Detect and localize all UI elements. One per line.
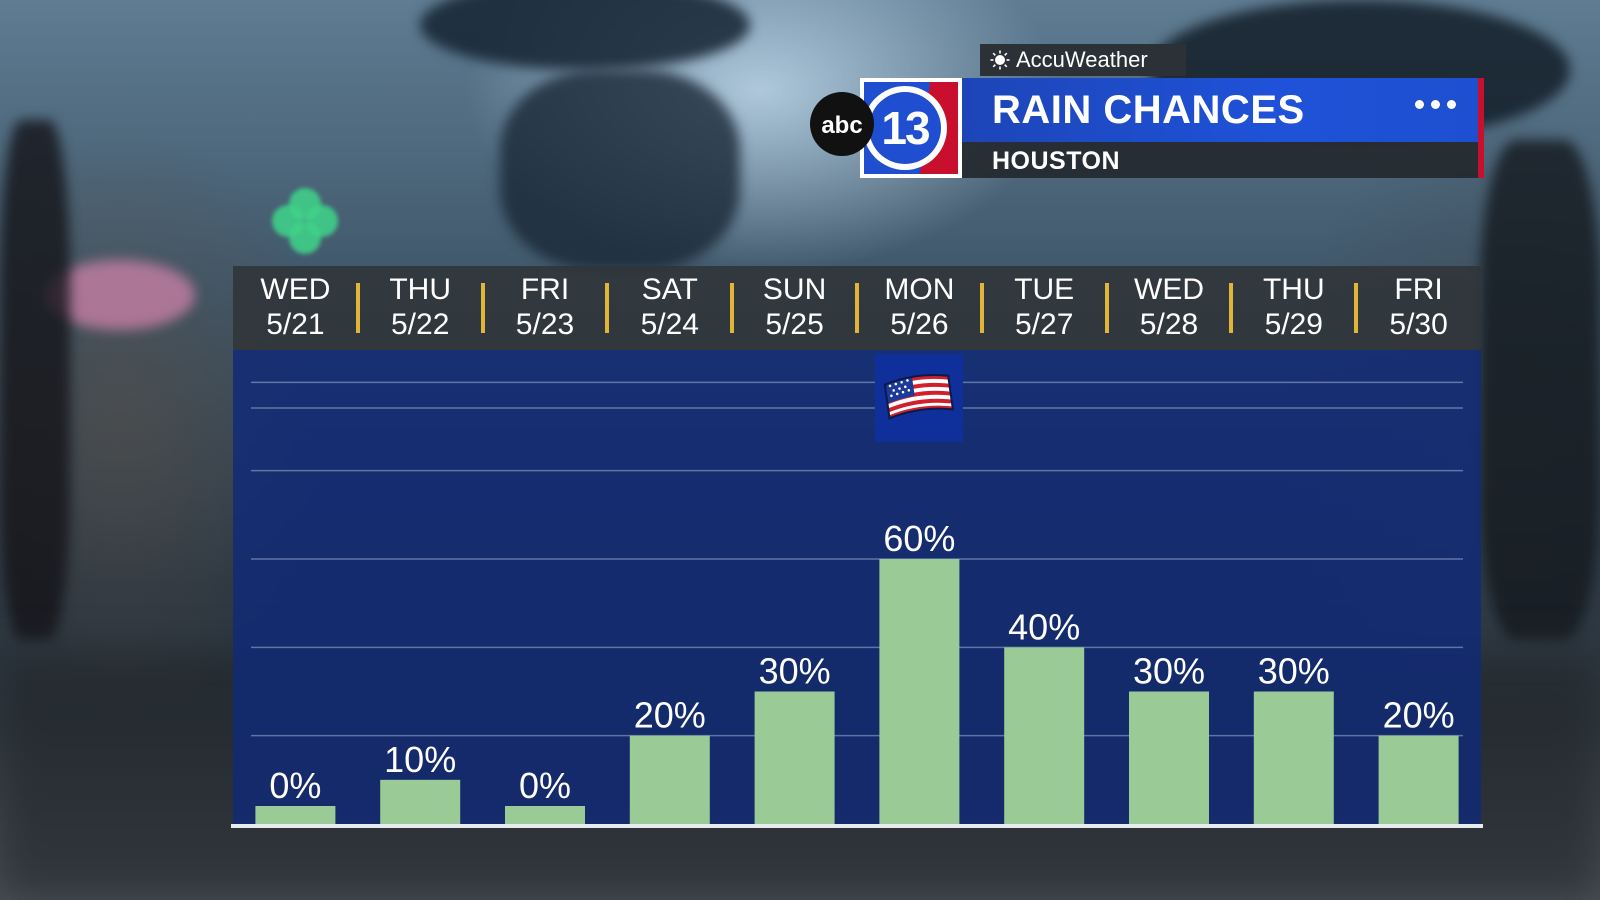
bar-value-label: 40% bbox=[1008, 606, 1080, 647]
weekday-label: FRI bbox=[520, 273, 570, 306]
abc13-logo: 13 abc bbox=[810, 78, 962, 178]
day-label: SAT 5/24 bbox=[615, 272, 725, 342]
day-separator bbox=[855, 283, 859, 333]
bar bbox=[1004, 647, 1085, 824]
background-person bbox=[1480, 140, 1600, 640]
bar-value-label: 0% bbox=[269, 765, 321, 806]
weekday-label: SUN bbox=[762, 273, 827, 306]
day-label: THU 5/22 bbox=[365, 272, 475, 342]
american-flag-icon bbox=[884, 373, 955, 420]
location-label: HOUSTON bbox=[992, 147, 1121, 175]
holiday-marker bbox=[875, 354, 964, 442]
brand-label: AccuWeather bbox=[1016, 47, 1148, 72]
day-header-row: WED 5/21 THU 5/22 FRI 5/23 SAT 5/24 SUN 5/25 MON 5/… bbox=[233, 266, 1481, 350]
weekday-label: MON bbox=[884, 273, 955, 306]
bar bbox=[629, 735, 710, 824]
weekday-label: FRI bbox=[1394, 273, 1443, 306]
date-label: 5/22 bbox=[390, 308, 450, 341]
date-label: 5/28 bbox=[1139, 308, 1199, 341]
sun-icon bbox=[990, 50, 1010, 70]
day-separator bbox=[1104, 283, 1109, 333]
more-dots-icon bbox=[1415, 100, 1456, 109]
bar-value-label: 30% bbox=[1258, 651, 1330, 692]
day-separator bbox=[355, 283, 360, 333]
bar bbox=[255, 806, 336, 824]
svg-text:13: 13 bbox=[881, 102, 929, 154]
bar-value-label: 10% bbox=[384, 739, 456, 780]
background-pink-umbrella bbox=[45, 260, 195, 330]
weekday-label: TUE bbox=[1014, 273, 1075, 306]
bar bbox=[1129, 691, 1209, 824]
weekday-label: WED bbox=[1134, 273, 1204, 306]
day-separator bbox=[1354, 283, 1359, 333]
weekday-label: THU bbox=[1262, 273, 1325, 306]
svg-text:abc: abc bbox=[821, 112, 862, 139]
date-label: 5/30 bbox=[1389, 308, 1448, 341]
date-label: 5/27 bbox=[1014, 308, 1074, 341]
day-separator bbox=[605, 283, 610, 333]
bar bbox=[1378, 735, 1459, 824]
day-separator bbox=[979, 283, 984, 333]
accent-stripe bbox=[1478, 78, 1484, 178]
bar bbox=[1253, 691, 1334, 824]
day-label: FRI 5/23 bbox=[490, 272, 600, 342]
day-separator bbox=[1229, 283, 1234, 333]
date-label: 5/23 bbox=[515, 308, 575, 341]
day-label: TUE 5/27 bbox=[989, 272, 1099, 342]
bar-value-label: 20% bbox=[634, 695, 706, 736]
background-person bbox=[500, 70, 740, 270]
weekday-label: WED bbox=[260, 273, 331, 306]
background-person bbox=[0, 120, 70, 640]
day-separator bbox=[480, 283, 485, 333]
subtitle-bar: HOUSTON bbox=[962, 142, 1482, 178]
chart-title: RAIN CHANCES bbox=[992, 88, 1305, 132]
background-umbrella bbox=[420, 0, 750, 70]
title-bar: RAIN CHANCES bbox=[962, 78, 1482, 142]
date-label: 5/29 bbox=[1264, 308, 1323, 341]
bar bbox=[380, 779, 461, 824]
day-label: WED 5/21 bbox=[240, 272, 350, 342]
weekday-label: THU bbox=[389, 273, 452, 306]
day-label: WED 5/28 bbox=[1114, 272, 1224, 342]
bar-value-label: 0% bbox=[519, 765, 571, 806]
day-label: FRI 5/30 bbox=[1364, 272, 1474, 342]
date-label: 5/26 bbox=[890, 308, 949, 341]
day-separator bbox=[730, 283, 735, 333]
bar bbox=[505, 806, 585, 824]
day-label: MON 5/26 bbox=[864, 272, 974, 342]
date-label: 5/24 bbox=[640, 308, 699, 341]
weekday-label: SAT bbox=[641, 273, 698, 306]
date-label: 5/25 bbox=[765, 308, 824, 341]
day-label: THU 5/29 bbox=[1239, 272, 1349, 342]
accuweather-badge: AccuWeather bbox=[980, 44, 1186, 76]
bar-value-label: 30% bbox=[1133, 651, 1205, 692]
day-label: SUN 5/25 bbox=[740, 272, 850, 342]
bar-value-label: 30% bbox=[759, 651, 831, 692]
bar-value-label: 20% bbox=[1383, 695, 1455, 736]
bar bbox=[879, 559, 960, 824]
bar bbox=[754, 691, 835, 824]
green-light-icon bbox=[272, 188, 338, 254]
date-label: 5/21 bbox=[266, 308, 325, 341]
bar-value-label: 60% bbox=[883, 518, 955, 559]
